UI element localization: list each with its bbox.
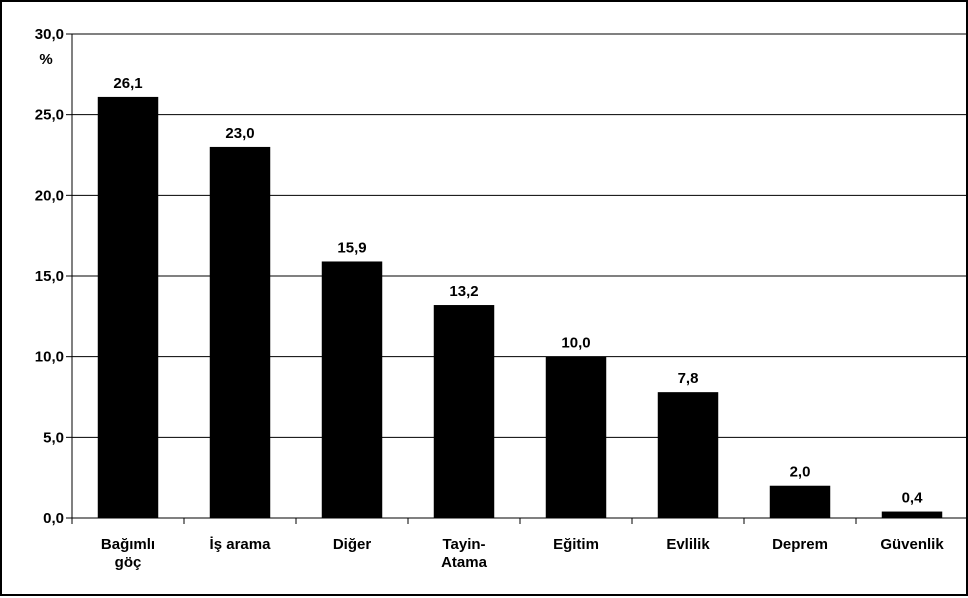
y-tick-label: 20,0	[35, 187, 64, 204]
bar	[769, 485, 831, 518]
category-label: İş arama	[210, 536, 272, 553]
data-label: 15,9	[337, 239, 366, 256]
data-label: 23,0	[225, 125, 254, 142]
data-label: 13,2	[449, 283, 478, 300]
data-label: 2,0	[790, 464, 811, 481]
y-axis-unit-label: %	[39, 51, 52, 68]
bar	[321, 261, 383, 518]
category-label: Evlilik	[666, 536, 710, 553]
grid-lines	[72, 33, 968, 438]
y-tick-label: 15,0	[35, 268, 64, 285]
bar	[97, 96, 159, 519]
data-label: 7,8	[678, 370, 699, 387]
data-label: 26,1	[113, 75, 142, 92]
y-tick-label: 0,0	[43, 510, 64, 527]
bars	[97, 96, 943, 519]
data-label: 0,4	[902, 490, 924, 507]
bar	[209, 146, 271, 518]
category-label: Tayin-Atama	[441, 536, 488, 571]
bar	[881, 511, 943, 518]
data-label: 10,0	[561, 335, 590, 352]
y-tick-label: 5,0	[43, 429, 64, 446]
axes	[66, 33, 968, 524]
labels: 0,0 5,0 10,0 15,0 20,0 25,0 30,0% 26,1 Bağımlı gö…	[35, 26, 945, 571]
y-tick-label: 25,0	[35, 107, 64, 124]
bar	[433, 305, 495, 518]
category-label: Deprem	[772, 536, 828, 553]
bar	[545, 356, 607, 518]
category-label: Bağımlı göç	[101, 536, 155, 571]
category-label: Eğitim	[553, 536, 599, 553]
bar	[657, 392, 719, 518]
y-tick-label: 30,0	[35, 26, 64, 43]
category-label: Güvenlik	[880, 536, 944, 553]
y-tick-label: 10,0	[35, 349, 64, 366]
category-label: Diğer	[333, 536, 372, 553]
